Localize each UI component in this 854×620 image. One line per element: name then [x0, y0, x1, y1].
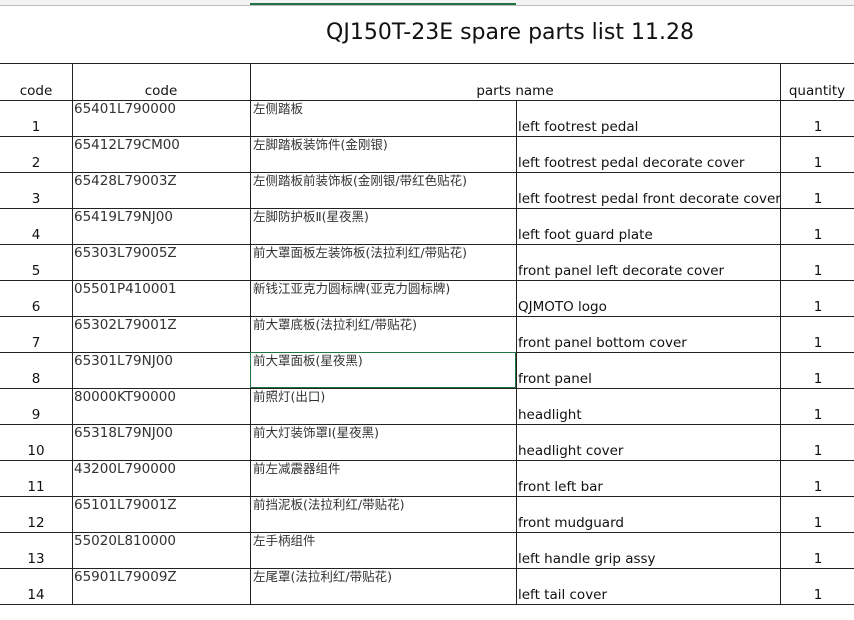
grid-line [0, 100, 854, 101]
part-code: 65412L79CM00 [74, 137, 180, 153]
part-code: 43200L790000 [74, 461, 177, 477]
sheet-title: QJ150T-23E spare parts list 11.28 [326, 20, 694, 45]
quantity: 1 [813, 515, 823, 531]
grid-line [0, 532, 854, 533]
part-name-en: front panel [518, 371, 592, 387]
grid-line [72, 63, 73, 100]
grid-line [0, 316, 854, 317]
part-code: 05501P410001 [74, 281, 177, 297]
grid-line [0, 604, 854, 605]
part-name-en: left footrest pedal front decorate cover [518, 191, 781, 207]
row-number: 10 [27, 443, 45, 459]
row-number: 14 [27, 587, 45, 603]
row-number: 1 [31, 119, 41, 135]
grid-line [0, 244, 854, 245]
part-name-cn: 前大罩底板(法拉利红/带贴花) [253, 317, 417, 332]
part-name-en: front panel bottom cover [518, 335, 687, 351]
row-number: 11 [27, 479, 45, 495]
column-header: parts name [476, 83, 554, 99]
part-name-cn: 前大罩面板(星夜黑) [253, 353, 363, 368]
selected-column-marker [250, 3, 516, 5]
quantity: 1 [813, 263, 823, 279]
part-name-cn: 左侧踏板前装饰板(金刚银/带红色贴花) [253, 173, 467, 188]
part-code: 65428L79003Z [74, 173, 177, 189]
part-code: 65301L79NJ00 [74, 353, 173, 369]
part-name-cn: 左手柄组件 [253, 533, 316, 548]
row-number: 3 [31, 191, 41, 207]
quantity: 1 [813, 443, 823, 459]
quantity: 1 [813, 155, 823, 171]
part-name-en: left footrest pedal decorate cover [518, 155, 745, 171]
part-code: 65318L79NJ00 [74, 425, 173, 441]
row-number: 12 [27, 515, 45, 531]
row-number: 7 [31, 335, 41, 351]
part-name-en: QJMOTO logo [518, 299, 607, 315]
grid-line [0, 568, 854, 569]
part-code: 65101L79001Z [74, 497, 177, 513]
grid-line [250, 63, 251, 100]
row-number: 4 [31, 227, 41, 243]
part-name-en: left foot guard plate [518, 227, 653, 243]
row-number: 13 [27, 551, 45, 567]
quantity: 1 [813, 587, 823, 603]
part-name-cn: 左尾罩(法拉利红/带贴花) [253, 569, 392, 584]
grid-line [780, 63, 781, 100]
part-code: 55020L810000 [74, 533, 177, 549]
quantity: 1 [813, 407, 823, 423]
part-code: 65419L79NJ00 [74, 209, 173, 225]
grid-line [0, 208, 854, 209]
part-name-en: front left bar [518, 479, 603, 495]
row-number: 5 [31, 263, 41, 279]
part-name-en: left tail cover [518, 587, 608, 603]
part-code: 65401L790000 [74, 101, 177, 117]
row-number: 8 [31, 371, 41, 387]
column-header: quantity [788, 83, 846, 99]
part-name-cn: 前大灯装饰罩Ⅰ(星夜黑) [253, 425, 379, 440]
part-code: 80000KT90000 [74, 389, 176, 405]
part-name-cn: 前左减震器组件 [253, 461, 341, 476]
part-name-en: front mudguard [518, 515, 624, 531]
part-code: 65303L79005Z [74, 245, 177, 261]
quantity: 1 [813, 335, 823, 351]
quantity: 1 [813, 479, 823, 495]
column-header: code [19, 83, 53, 99]
row-number: 6 [31, 299, 41, 315]
part-name-en: left handle grip assy [518, 551, 656, 567]
grid-line [0, 388, 854, 389]
grid-line [0, 460, 854, 461]
selected-cell[interactable] [250, 352, 516, 388]
part-name-cn: 左脚踏板装饰件(金刚银) [253, 137, 388, 152]
part-name-cn: 前照灯(出口) [253, 389, 326, 404]
quantity: 1 [813, 191, 823, 207]
part-name-cn: 前大罩面板左装饰板(法拉利红/带贴花) [253, 245, 467, 260]
quantity: 1 [813, 299, 823, 315]
column-header: code [144, 83, 178, 99]
grid-line [0, 424, 854, 425]
grid-line [0, 63, 854, 64]
row-number: 9 [31, 407, 41, 423]
grid-line [0, 280, 854, 281]
grid-line [0, 496, 854, 497]
part-name-en: left footrest pedal [518, 119, 639, 135]
part-name-cn: 前挡泥板(法拉利红/带贴花) [253, 497, 405, 512]
grid-line [0, 136, 854, 137]
part-name-en: front panel left decorate cover [518, 263, 725, 279]
quantity: 1 [813, 551, 823, 567]
quantity: 1 [813, 371, 823, 387]
quantity: 1 [813, 227, 823, 243]
grid-line [0, 172, 854, 173]
part-name-cn: 新钱江亚克力圆标牌(亚克力圆标牌) [253, 281, 451, 296]
part-name-en: headlight [518, 407, 582, 423]
part-name-en: headlight cover [518, 443, 624, 459]
quantity: 1 [813, 119, 823, 135]
part-code: 65901L79009Z [74, 569, 177, 585]
part-code: 65302L79001Z [74, 317, 177, 333]
row-number: 2 [31, 155, 41, 171]
part-name-cn: 左脚防护板Ⅱ(星夜黑) [253, 209, 369, 224]
part-name-cn: 左侧踏板 [253, 101, 304, 116]
